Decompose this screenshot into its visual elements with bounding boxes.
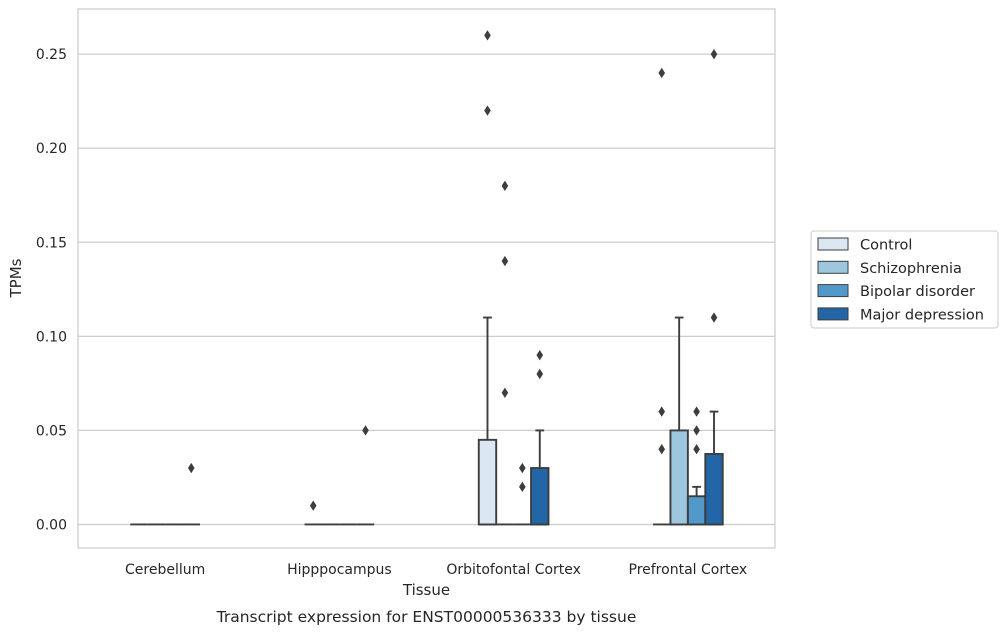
outlier-point: [501, 180, 509, 192]
outlier-point: [536, 368, 544, 380]
outlier-point: [484, 30, 491, 41]
outlier-point: [309, 500, 317, 511]
legend-label: Major depression: [860, 307, 984, 323]
outlier-point: [658, 444, 666, 455]
legend-swatch: [817, 237, 849, 251]
y-axis-title: TPMs: [7, 258, 25, 298]
outlier-point: [693, 425, 700, 436]
outlier-point: [658, 406, 666, 417]
x-axis-ticks: Cerebellum Hipppocampus Orbitofontal Corte…: [125, 562, 747, 578]
plot-frame: [77, 8, 776, 549]
outlier-point: [658, 67, 666, 79]
x-tick-label: Hipppocampus: [287, 562, 392, 578]
outlier-point: [519, 481, 526, 493]
outlier-point: [693, 406, 700, 417]
y-axis-ticks: 0.00 0.05 0.10 0.15 0.20 0.25: [36, 47, 67, 533]
box: [669, 429, 689, 526]
legend-label: Bipolar disorder: [860, 284, 975, 300]
outlier-point: [501, 387, 509, 398]
plot-area: [78, 9, 775, 548]
box: [477, 438, 498, 526]
x-tick-label: Orbitofontal Cortex: [446, 562, 581, 578]
legend-label: Control: [860, 238, 912, 254]
outlier-point: [710, 48, 718, 60]
outlier-point: [362, 425, 369, 436]
outlier-point: [519, 462, 526, 474]
outlier-point: [536, 349, 544, 361]
chart-caption: Transcript expression for ENST0000053633…: [216, 608, 637, 626]
outlier-point: [693, 444, 700, 455]
x-axis-title: Tissue: [402, 581, 450, 599]
y-tick-label: 0.05: [36, 423, 67, 439]
box: [686, 495, 707, 526]
y-tick-label: 0.20: [36, 141, 67, 157]
outlier-point: [484, 105, 491, 116]
outlier-point: [187, 462, 195, 474]
outlier-point: [710, 312, 718, 323]
x-tick-label: Cerebellum: [125, 562, 205, 578]
x-tick-label: Prefrontal Cortex: [629, 562, 748, 578]
y-tick-label: 0.25: [36, 47, 67, 63]
legend-swatch: [817, 260, 849, 274]
legend-label: Schizophrenia: [860, 261, 962, 277]
y-tick-label: 0.15: [36, 235, 67, 251]
outlier-point: [501, 255, 509, 267]
y-tick-label: 0.00: [36, 517, 67, 533]
box-plot-series: [130, 30, 724, 526]
legend-frame: [810, 230, 999, 329]
legend-swatch: [817, 284, 849, 298]
legend-swatch: [817, 307, 849, 321]
legend-items: Control Schizophrenia Bipolar disorder Majo…: [817, 237, 984, 323]
box: [530, 467, 550, 526]
y-tick-label: 0.10: [36, 329, 67, 345]
legend: Control Schizophrenia Bipolar disorder Majo…: [810, 230, 999, 329]
box: [704, 452, 724, 526]
